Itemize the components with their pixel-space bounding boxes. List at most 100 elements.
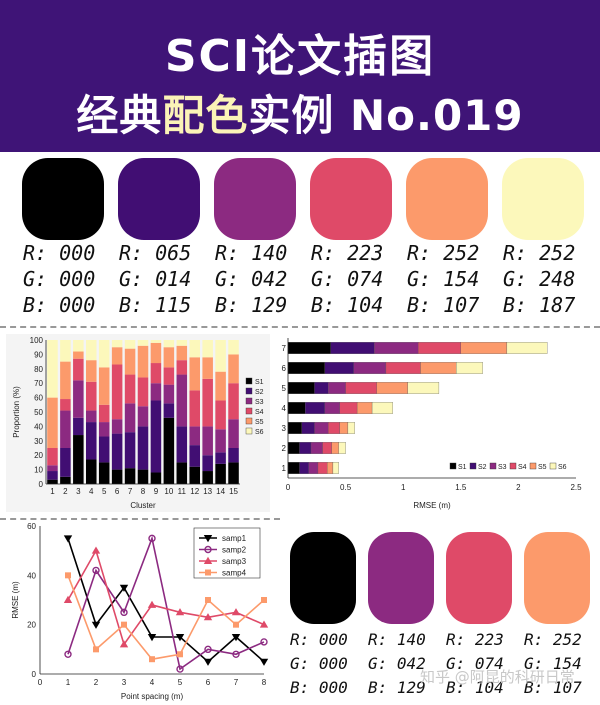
bar-segment (314, 422, 329, 434)
bar-segment (322, 442, 332, 454)
bar-segment (299, 462, 309, 474)
bar-segment (124, 468, 136, 484)
rgb-value-r: R: 223 (446, 630, 504, 649)
bar-segment (324, 402, 340, 414)
divider-bottom (0, 518, 280, 520)
y-tick-label: 5 (282, 384, 287, 393)
rgb-value-g: G: 154 (524, 654, 582, 673)
y-tick-label: 80 (34, 365, 43, 374)
title-highlight: 配色 (162, 91, 249, 140)
bar-segment (163, 367, 175, 385)
bar-segment (176, 360, 188, 375)
bar-segment (98, 404, 110, 423)
bar-segment (418, 342, 461, 354)
bar-segment (287, 362, 326, 374)
bar-segment (332, 462, 339, 474)
rgb-value-b: B: 129 (215, 293, 288, 317)
bar-segment (374, 342, 419, 354)
bar-segment (111, 469, 123, 484)
y-tick-label: 6 (282, 364, 287, 373)
bar-segment (314, 382, 329, 394)
x-tick-label: 3 (76, 487, 81, 496)
bar-segment (163, 403, 175, 418)
bar-segment (189, 445, 200, 467)
y-tick-label: 40 (34, 422, 43, 431)
data-point (91, 621, 101, 629)
bar-segment (317, 462, 328, 474)
bar-segment (228, 462, 239, 484)
y-tick-label: 30 (34, 437, 43, 446)
data-point (148, 534, 156, 543)
rgb-value-b: B: 115 (119, 293, 192, 317)
x-tick-label: 4 (89, 487, 94, 496)
x-tick-label: 8 (262, 678, 267, 687)
bar-segment (176, 340, 188, 346)
x-tick-label: 1.5 (455, 483, 467, 492)
bar-segment (347, 422, 355, 434)
data-point (93, 646, 99, 653)
bar-segment (150, 472, 162, 484)
bar-segment (124, 403, 136, 433)
bar-segment (98, 340, 110, 368)
rgb-value-b: B: 000 (290, 678, 348, 697)
x-tick-label: 13 (203, 487, 212, 496)
title-banner: SCI论文插图 经典配色实例 No.019 (0, 0, 600, 152)
bar-segment (60, 361, 71, 400)
data-point (231, 634, 241, 642)
data-point (261, 597, 267, 603)
legend-swatch (245, 387, 253, 395)
bar-segment (287, 462, 300, 474)
bar-segment (407, 382, 440, 394)
rgb-value-r: R: 252 (503, 241, 576, 265)
color-swatch (502, 158, 584, 240)
color-swatch (524, 532, 590, 624)
data-point (232, 650, 240, 658)
bar-segment (73, 417, 84, 436)
bar-segment (86, 360, 97, 382)
x-axis-label: RMSE (m) (413, 501, 451, 510)
legend-swatch (469, 462, 477, 470)
rgb-value-g: G: 074 (311, 267, 384, 291)
bar-segment (287, 342, 331, 354)
data-point (147, 600, 157, 608)
y-tick-label: 0 (39, 480, 44, 489)
color-swatch (290, 532, 356, 624)
x-tick-label: 2 (63, 487, 68, 496)
series-line (67, 548, 265, 647)
legend-swatch (245, 417, 253, 425)
x-tick-label: 0 (286, 483, 291, 492)
bar-segment (47, 479, 58, 484)
bar-segment (150, 383, 162, 401)
x-tick-label: 8 (141, 487, 146, 496)
bar-segment (420, 362, 457, 374)
bar-segment (124, 340, 136, 349)
rgb-value-r: R: 000 (23, 241, 96, 265)
legend-label: S6 (255, 429, 264, 436)
bar-segment (47, 465, 58, 472)
y-tick-label: 3 (282, 424, 287, 433)
rgb-value-g: G: 000 (290, 654, 348, 673)
y-axis-label: RMSE (m) (11, 581, 20, 619)
y-tick-label: 10 (34, 466, 43, 475)
legend-swatch (245, 407, 253, 415)
x-tick-label: 10 (164, 487, 173, 496)
bar-segment (150, 340, 162, 343)
data-point (231, 608, 241, 616)
data-point (175, 634, 185, 642)
bar-segment (215, 429, 226, 453)
x-tick-label: 4 (150, 678, 155, 687)
bar-segment (124, 374, 136, 404)
x-tick-label: 14 (216, 487, 225, 496)
data-point (259, 658, 269, 666)
rgb-value-g: G: 042 (215, 267, 288, 291)
bar-segment (228, 354, 239, 384)
legend-swatch (245, 397, 253, 405)
bar-segment (331, 442, 339, 454)
bar-segment (60, 399, 71, 411)
data-point (203, 613, 213, 621)
bar-segment (163, 384, 175, 404)
bar-segment (456, 362, 483, 374)
bar-segment (287, 422, 302, 434)
rgb-value-b: B: 129 (368, 678, 426, 697)
bar-segment (86, 422, 97, 460)
